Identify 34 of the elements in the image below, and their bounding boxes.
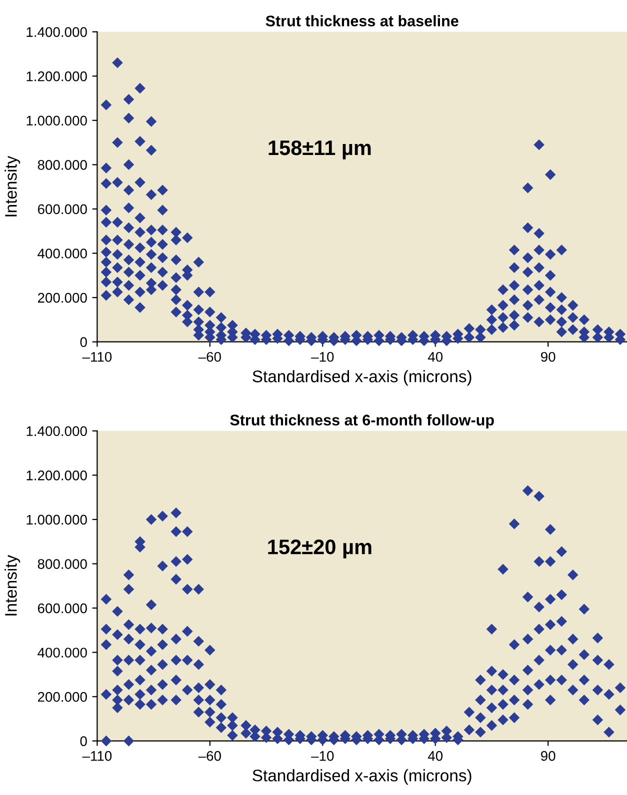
- y-tick-label: 200.000: [38, 292, 87, 303]
- y-axis-title: Intensity: [4, 156, 20, 216]
- x-tick-label: –10: [311, 352, 334, 362]
- x-tick-label: 90: [541, 352, 556, 362]
- x-tick-label: –10: [311, 751, 334, 761]
- y-tick-label: 600.000: [38, 603, 87, 614]
- x-tick-label: 40: [428, 352, 443, 362]
- x-tick-label: –110: [82, 352, 112, 362]
- y-tick-label: 0: [80, 337, 87, 348]
- y-tick-label: 800.000: [38, 160, 87, 170]
- x-tick-label: 90: [541, 751, 556, 761]
- y-tick-label: 200.000: [38, 692, 87, 702]
- x-axis-title: Standardised x-axis (microns): [252, 769, 472, 785]
- y-tick-label: 600.000: [38, 204, 87, 214]
- x-tick-label: –110: [82, 751, 112, 761]
- x-tick-label: 40: [428, 751, 443, 761]
- x-tick-label: –60: [198, 751, 221, 761]
- y-tick-label: 1.400.000: [26, 27, 87, 37]
- x-axis-title: Standardised x-axis (microns): [252, 370, 472, 386]
- y-tick-label: 0: [80, 736, 87, 746]
- y-tick-label: 1.000.000: [26, 116, 87, 126]
- y-tick-label: 800.000: [38, 559, 87, 569]
- chart-title: Strut thickness at baseline: [266, 15, 458, 26]
- annotation: 152±20 µm: [268, 540, 372, 558]
- y-tick-label: 1.400.000: [26, 426, 87, 436]
- chart-title: Strut thickness at 6-month follow-up: [230, 414, 494, 429]
- annotation: 158±11 µm: [268, 140, 371, 160]
- y-tick-label: 1.200.000: [26, 470, 87, 480]
- y-tick-label: 1.200.000: [26, 71, 87, 82]
- y-tick-label: 400.000: [38, 648, 87, 658]
- y-tick-label: 400.000: [38, 248, 87, 258]
- y-axis-title: Intensity: [4, 554, 20, 616]
- x-tick-label: –60: [198, 352, 221, 362]
- y-tick-label: 1.000.000: [26, 514, 87, 525]
